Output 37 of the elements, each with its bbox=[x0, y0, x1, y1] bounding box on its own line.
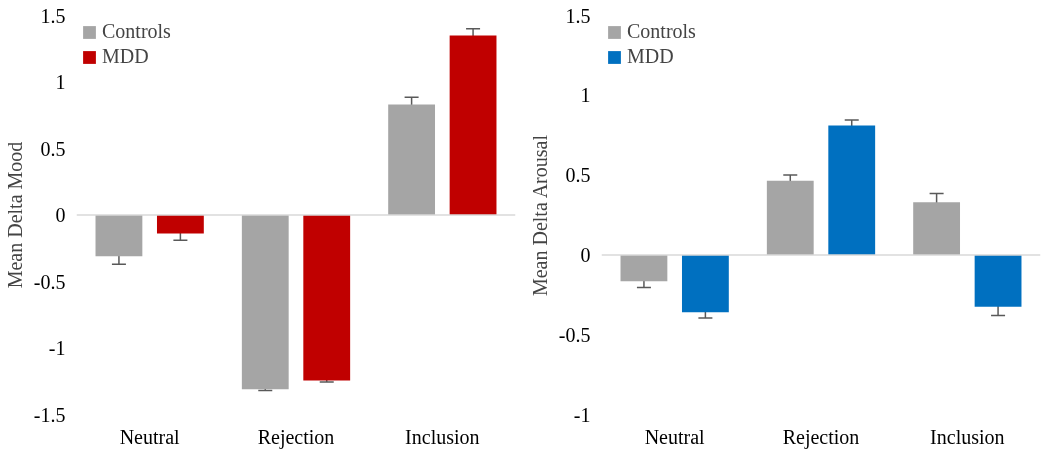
bar bbox=[156, 215, 204, 234]
y-tick-label: 1.5 bbox=[565, 4, 591, 27]
y-tick-label: 0 bbox=[55, 204, 66, 226]
y-tick-label: 1 bbox=[580, 84, 591, 107]
y-tick-label: 1.5 bbox=[40, 4, 66, 27]
bar bbox=[766, 180, 814, 255]
y-tick-label: -0.5 bbox=[33, 270, 66, 293]
x-tick-label: Rejection bbox=[782, 425, 860, 449]
bar bbox=[95, 215, 143, 257]
bar bbox=[828, 125, 876, 255]
x-tick-label: Inclusion bbox=[405, 425, 480, 448]
y-tick-label: -0.5 bbox=[558, 323, 591, 346]
x-tick-label: Neutral bbox=[644, 425, 706, 448]
y-tick-label: -1.5 bbox=[33, 403, 66, 426]
legend-label: MDD bbox=[627, 45, 674, 68]
bar bbox=[388, 104, 436, 215]
bar bbox=[620, 254, 668, 282]
y-axis-title: Mean Delta Mood bbox=[3, 141, 26, 289]
y-axis-title: Mean Delta Arousal bbox=[528, 134, 551, 297]
y-tick-label: 1 bbox=[55, 71, 66, 93]
bar bbox=[913, 202, 961, 255]
y-tick-label: -1 bbox=[48, 337, 66, 359]
bar bbox=[449, 35, 497, 215]
bar bbox=[681, 254, 729, 313]
x-tick-label: Inclusion bbox=[930, 425, 1005, 448]
bar bbox=[241, 215, 289, 390]
bar bbox=[974, 254, 1022, 307]
x-tick-label: Neutral bbox=[119, 425, 181, 448]
y-tick-label: 0.5 bbox=[40, 137, 66, 160]
legend-label: Controls bbox=[627, 20, 696, 43]
legend-label: Controls bbox=[102, 20, 171, 43]
y-tick-label: -1 bbox=[573, 403, 591, 426]
y-tick-label: 0 bbox=[580, 243, 591, 266]
legend-label: MDD bbox=[102, 45, 149, 68]
y-tick-label: 0.5 bbox=[565, 164, 591, 187]
bar bbox=[303, 215, 351, 381]
x-tick-label: Rejection bbox=[257, 425, 335, 449]
